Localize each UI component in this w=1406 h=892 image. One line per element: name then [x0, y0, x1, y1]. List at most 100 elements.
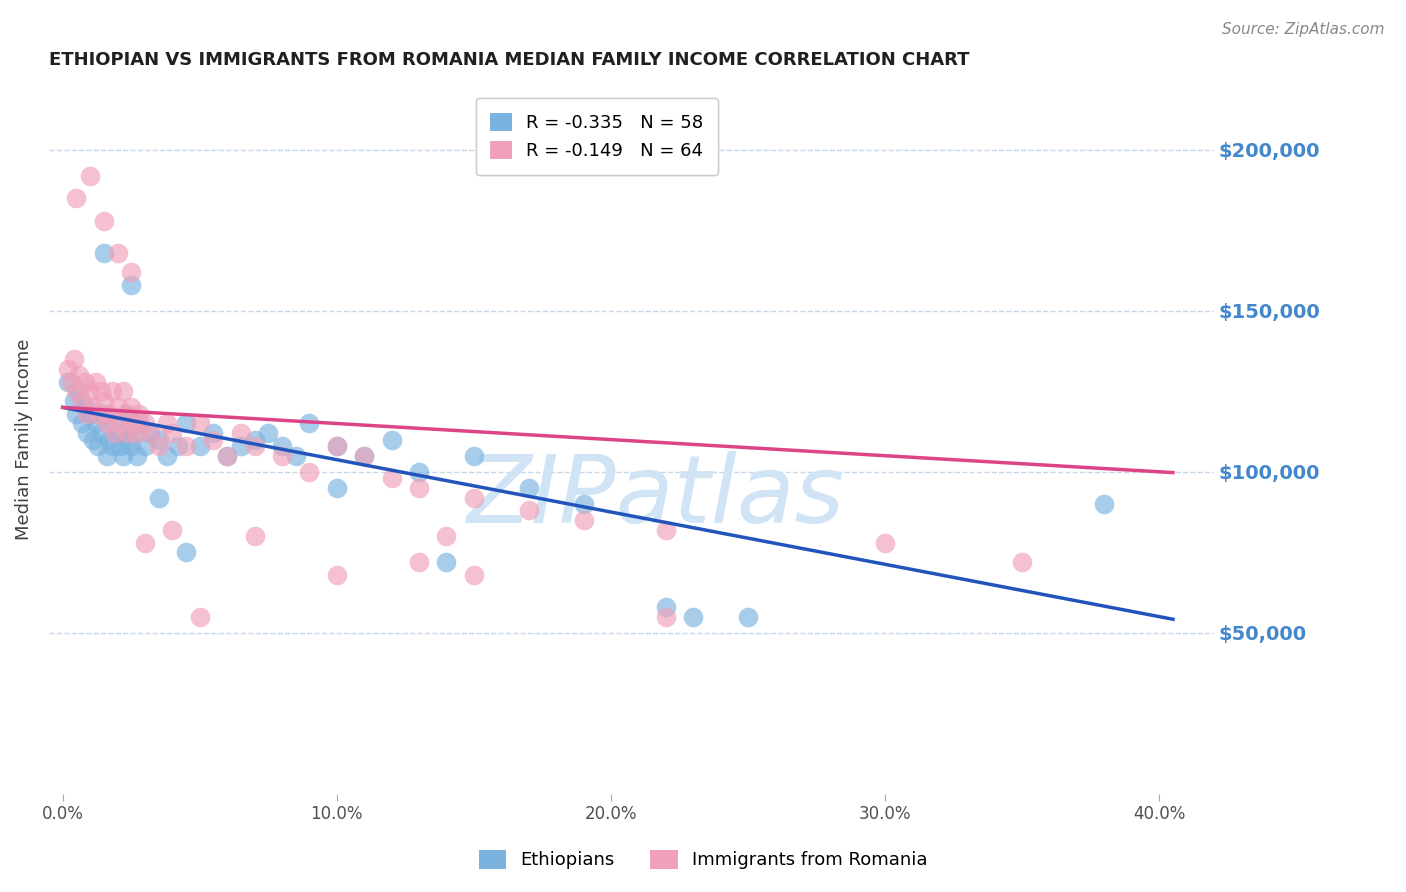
Point: [120, 265, 142, 279]
Point: [96, 417, 118, 431]
Point: [217, 449, 239, 463]
Point: [188, 609, 211, 624]
Point: [298, 465, 321, 479]
Point: [82, 433, 104, 447]
Point: [98, 407, 121, 421]
Point: [96, 449, 118, 463]
Point: [101, 439, 124, 453]
Point: [70, 417, 93, 431]
Point: [229, 439, 252, 453]
Point: [128, 407, 150, 421]
Point: [134, 535, 156, 549]
Point: [875, 535, 897, 549]
Point: [436, 529, 458, 543]
Point: [70, 394, 93, 409]
Point: [111, 384, 134, 399]
Point: [188, 439, 211, 453]
Point: [79, 407, 101, 421]
Point: [65, 384, 87, 399]
Point: [572, 497, 595, 511]
Point: [326, 481, 349, 495]
Point: [174, 545, 197, 559]
Point: [79, 169, 101, 183]
Point: [162, 523, 184, 537]
Point: [174, 417, 197, 431]
Point: [1011, 555, 1033, 569]
Point: [326, 567, 349, 582]
Point: [73, 375, 96, 389]
Point: [67, 384, 90, 399]
Point: [139, 426, 162, 441]
Point: [107, 426, 129, 441]
Point: [202, 433, 225, 447]
Point: [166, 439, 188, 453]
Point: [243, 439, 266, 453]
Point: [284, 449, 307, 463]
Point: [82, 401, 104, 415]
Point: [298, 417, 321, 431]
Point: [408, 555, 430, 569]
Point: [148, 439, 170, 453]
Point: [1094, 497, 1116, 511]
Point: [174, 439, 197, 453]
Point: [655, 523, 678, 537]
Point: [188, 417, 211, 431]
Point: [59, 375, 82, 389]
Point: [104, 426, 127, 441]
Point: [134, 439, 156, 453]
Point: [381, 471, 404, 485]
Point: [148, 491, 170, 505]
Point: [117, 426, 139, 441]
Point: [156, 449, 179, 463]
Point: [148, 433, 170, 447]
Point: [408, 465, 430, 479]
Point: [65, 407, 87, 421]
Point: [202, 426, 225, 441]
Point: [93, 213, 115, 227]
Point: [90, 384, 112, 399]
Point: [120, 439, 142, 453]
Point: [76, 426, 98, 441]
Point: [162, 426, 184, 441]
Point: [107, 401, 129, 415]
Point: [56, 361, 79, 376]
Point: [737, 609, 759, 624]
Point: [682, 609, 704, 624]
Point: [56, 375, 79, 389]
Text: ZIPatlas: ZIPatlas: [465, 450, 844, 541]
Point: [114, 407, 136, 421]
Point: [65, 191, 87, 205]
Point: [655, 609, 678, 624]
Point: [436, 555, 458, 569]
Point: [93, 394, 115, 409]
Point: [243, 529, 266, 543]
Point: [381, 433, 404, 447]
Point: [84, 417, 107, 431]
Point: [125, 449, 148, 463]
Point: [93, 246, 115, 260]
Point: [98, 433, 121, 447]
Point: [93, 407, 115, 421]
Point: [217, 449, 239, 463]
Point: [517, 503, 540, 517]
Point: [463, 449, 485, 463]
Text: ETHIOPIAN VS IMMIGRANTS FROM ROMANIA MEDIAN FAMILY INCOME CORRELATION CHART: ETHIOPIAN VS IMMIGRANTS FROM ROMANIA MED…: [49, 51, 970, 69]
Point: [326, 439, 349, 453]
Point: [120, 278, 142, 293]
Point: [114, 407, 136, 421]
Point: [353, 449, 375, 463]
Point: [101, 384, 124, 399]
Point: [134, 417, 156, 431]
Point: [107, 246, 129, 260]
Point: [271, 449, 294, 463]
Point: [463, 491, 485, 505]
Point: [90, 426, 112, 441]
Point: [117, 433, 139, 447]
Point: [79, 384, 101, 399]
Point: [463, 567, 485, 582]
Point: [84, 375, 107, 389]
Legend: Ethiopians, Immigrants from Romania: Ethiopians, Immigrants from Romania: [470, 841, 936, 879]
Point: [517, 481, 540, 495]
Point: [408, 481, 430, 495]
Point: [655, 599, 678, 614]
